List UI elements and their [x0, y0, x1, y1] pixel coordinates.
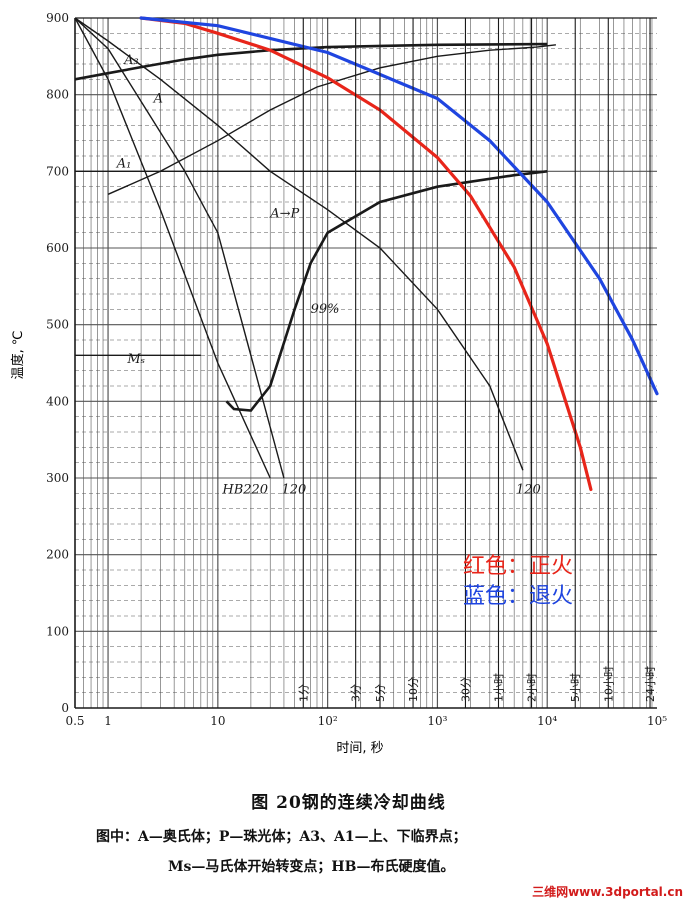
- cct-line-a3: [74, 42, 548, 81]
- caption-note-1: 图中：A—奥氏体；P—珠光体；A3、A1—上、下临界点；: [96, 829, 467, 845]
- time-marker-label: 1小时: [492, 673, 505, 702]
- annotation-label: 120: [516, 482, 541, 497]
- annotation-label: HB220: [221, 482, 268, 497]
- x-tick-label: 1: [104, 714, 112, 728]
- tick-labels: 0 100 200 300 400 500 600 700 800 900 0.5 1 10 10² 10³…: [46, 11, 667, 728]
- time-marker-label: 10分: [407, 677, 420, 702]
- x-axis-label: 时间, 秒: [336, 741, 383, 756]
- cct-line-hb220: [74, 17, 271, 479]
- x-tick-label: 10³: [427, 714, 447, 728]
- series-line-normalizing: [139, 16, 593, 492]
- annotation-label: A: [153, 91, 163, 106]
- cct-lines: [74, 17, 556, 479]
- y-tick-label: 100: [46, 624, 69, 638]
- annotation-label: 120: [281, 482, 306, 497]
- y-tick-label: 700: [46, 164, 69, 178]
- y-tick-label: 200: [46, 548, 69, 562]
- time-marker-label: 10小时: [602, 666, 615, 702]
- time-marker-label: 5分: [374, 684, 387, 702]
- x-tick-label: 10: [210, 714, 225, 728]
- time-marker-label: 24小时: [644, 666, 657, 702]
- legend-item-normalizing: 红色：正火: [463, 554, 574, 579]
- legend: 红色：正火 蓝色：退火: [463, 552, 573, 612]
- y-tick-label: 0: [61, 701, 69, 715]
- y-tick-label: 600: [46, 241, 69, 255]
- y-tick-label: 900: [46, 11, 69, 25]
- annotation-label: A₃: [123, 53, 139, 68]
- cct-chart: A₃ A A₁ A→P 99% Mₛ HB220 120 120 0 100 200 300 400 50…: [0, 0, 697, 780]
- time-markers: 1分 3分 5分 10分 30分 1小时 2小时 5小时 10小时 24小时: [297, 18, 657, 708]
- annotation-label: Mₛ: [126, 352, 145, 367]
- x-tick-label: 10²: [318, 714, 338, 728]
- watermark: 三维网www.3dportal.cn: [532, 885, 683, 899]
- time-marker-label: 3分: [350, 684, 363, 702]
- series-line-annealing: [139, 16, 659, 396]
- x-tick-label: 10⁵: [647, 714, 667, 728]
- caption-note-2: Ms—马氏体开始转变点；HB—布氏硬度值。: [168, 859, 455, 875]
- x-tick-label: 10⁴: [537, 714, 557, 728]
- series-lines: [139, 16, 659, 492]
- annotation-label: A→P: [269, 206, 299, 221]
- y-tick-label: 400: [46, 394, 69, 408]
- x-tick-label: 0.5: [65, 714, 84, 728]
- chart-background: [0, 0, 697, 780]
- caption-title: 图 20钢的连续冷却曲线: [251, 793, 446, 813]
- time-marker-label: 30分: [459, 677, 472, 702]
- y-axis-label: 温度, ℃: [10, 331, 26, 380]
- cct-line-ap: [225, 170, 548, 412]
- y-tick-label: 500: [46, 318, 69, 332]
- cct-line-120: [74, 17, 285, 479]
- cct-line-a: [107, 44, 556, 195]
- y-tick-label: 800: [46, 88, 69, 102]
- y-tick-label: 300: [46, 471, 69, 485]
- annotation-label: A₁: [116, 157, 132, 172]
- time-marker-label: 5小时: [569, 673, 582, 702]
- annotation-label: 99%: [311, 302, 340, 317]
- time-marker-label: 2小时: [526, 673, 539, 702]
- legend-item-annealing: 蓝色：退火: [463, 584, 574, 609]
- time-marker-label: 1分: [297, 684, 310, 702]
- annotations: A₃ A A₁ A→P 99% Mₛ HB220 120 120: [116, 53, 541, 497]
- cct-line-99: [74, 17, 524, 471]
- grid-major: [74, 17, 657, 709]
